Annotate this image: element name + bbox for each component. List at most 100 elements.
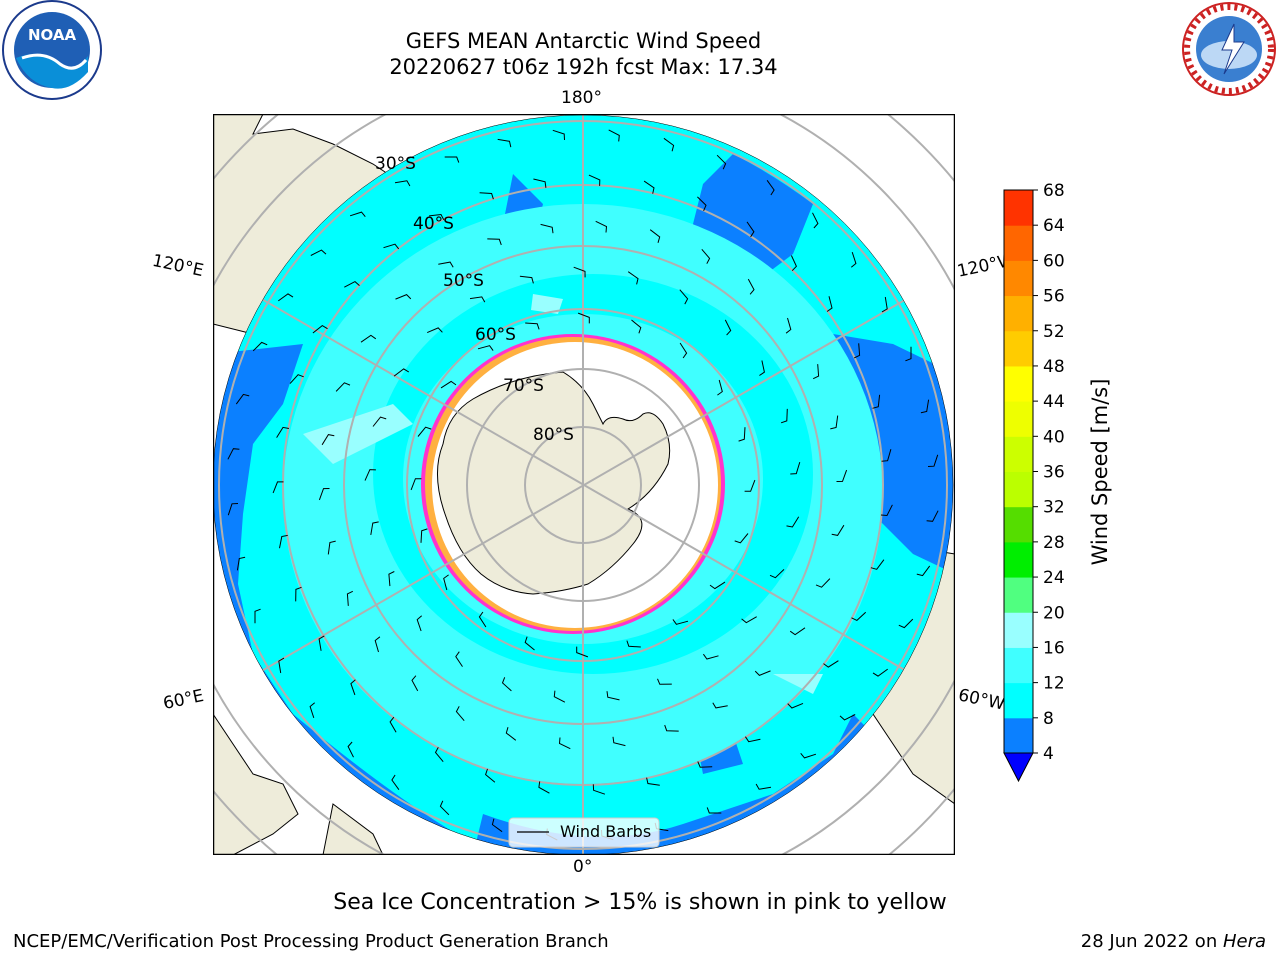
nws-logo (1182, 2, 1276, 96)
wind-barb (649, 229, 661, 243)
wind-barb (612, 736, 626, 747)
wind-barb (815, 578, 831, 588)
colorbar-segment (1004, 330, 1033, 367)
wind-barb (391, 774, 400, 790)
wind-barb (318, 488, 330, 501)
wind-barb (364, 469, 376, 481)
wind-barb (552, 129, 565, 141)
wind-barb (227, 503, 239, 516)
wind-barb (643, 180, 655, 194)
lat-label-30s: 30°S (375, 154, 416, 174)
wind-barb (310, 249, 327, 256)
wind-barb (734, 533, 749, 544)
wind-barb (702, 653, 719, 660)
wind-barb (627, 271, 639, 285)
wind-barb (577, 312, 590, 324)
wind-barb (318, 635, 325, 651)
wind-barb (717, 379, 723, 396)
wind-barb (747, 278, 755, 295)
wind-barb (631, 319, 642, 334)
wind-barb (916, 565, 931, 577)
wind-barb (487, 238, 502, 246)
wind-barb (709, 581, 726, 590)
wind-barb (278, 657, 285, 674)
wind-barb (372, 416, 387, 427)
wind-barb (592, 784, 606, 795)
colorbar-segment (1004, 577, 1033, 613)
map-subtitle: 20220627 t06z 192h fcst Max: 17.34 (389, 55, 778, 79)
colorbar-segment (1004, 541, 1033, 578)
colorbar-tick-label: 60 (1043, 251, 1065, 271)
wind-barb (346, 590, 354, 606)
wind-barb (881, 449, 892, 462)
wind-barb (754, 670, 771, 676)
wind-barb (374, 636, 381, 653)
wind-barb (697, 761, 713, 768)
wind-barb (812, 212, 819, 229)
colorbar-segment (1004, 647, 1033, 684)
wind-barb (360, 334, 377, 343)
wind-barb (759, 360, 765, 376)
wind-barb (839, 714, 856, 721)
sea-ice-note: Sea Ice Concentration > 15% is shown in … (333, 890, 947, 915)
wind-barb (780, 408, 788, 424)
wind-barb (455, 706, 465, 722)
lat-label-70s: 70°S (503, 376, 544, 396)
colorbar-tick-label: 20 (1043, 603, 1065, 623)
wind-barb (679, 342, 688, 359)
colorbar-tick-label: 16 (1043, 638, 1065, 658)
wind-barb (800, 752, 817, 759)
wind-barb (697, 196, 707, 211)
footer-branch: NCEP/EMC/Verification Post Processing Pr… (13, 931, 609, 952)
colorbar-tick-label: 24 (1043, 568, 1065, 588)
wind-barb (724, 319, 732, 336)
wind-barb (295, 586, 302, 602)
barbs-legend: Wind Barbs (508, 817, 660, 848)
colorbar-segment (1004, 436, 1033, 472)
wind-barb (657, 678, 672, 685)
colorbar-tick-label: 64 (1043, 216, 1065, 236)
wind-barb (608, 129, 620, 142)
wind-barb (790, 255, 797, 272)
wind-barb (349, 211, 366, 218)
colorbar-tick-label: 40 (1043, 427, 1065, 447)
wind-barb (497, 138, 512, 148)
wind-barb (553, 690, 566, 703)
wind-barb (927, 454, 939, 467)
wind-barb (438, 261, 454, 268)
wind-barb (595, 220, 608, 233)
colorbar-tick-label: 48 (1043, 357, 1065, 377)
wind-barb (540, 223, 554, 234)
wind-barb (646, 777, 660, 786)
wind-barb (394, 180, 411, 187)
colorbar-tick-label: 8 (1043, 709, 1054, 729)
lon-label-180: 180° (561, 88, 602, 108)
wind-barb (606, 691, 620, 701)
colorbar-tick-label: 52 (1043, 322, 1065, 342)
wind-barb (491, 818, 503, 833)
wind-barb (920, 399, 930, 414)
wind-barb (388, 571, 395, 587)
wind-barb (254, 608, 261, 624)
wind-barbs (227, 129, 939, 841)
wind-barb (479, 192, 494, 200)
footer-machine: Hera (1222, 931, 1266, 952)
colorbar-tick-label: 68 (1043, 181, 1065, 201)
wind-barb (744, 736, 761, 743)
wind-barb (746, 221, 755, 238)
wind-barb (851, 611, 867, 621)
wind-barb (236, 556, 246, 571)
wind-barb (478, 611, 487, 628)
wind-barb (533, 178, 547, 188)
lon-label-0: 0° (573, 857, 593, 877)
wind-barb (626, 640, 641, 648)
wind-barb (790, 461, 801, 475)
wind-barb (477, 345, 494, 351)
wind-barb (712, 702, 728, 709)
wind-barb (787, 702, 804, 709)
polar-map: 30°S 40°S 50°S 60°S 70°S 80°S Wind Barbs (213, 114, 955, 855)
wind-barb (279, 534, 288, 549)
wind-barb (830, 415, 839, 430)
wind-barb (485, 768, 496, 783)
